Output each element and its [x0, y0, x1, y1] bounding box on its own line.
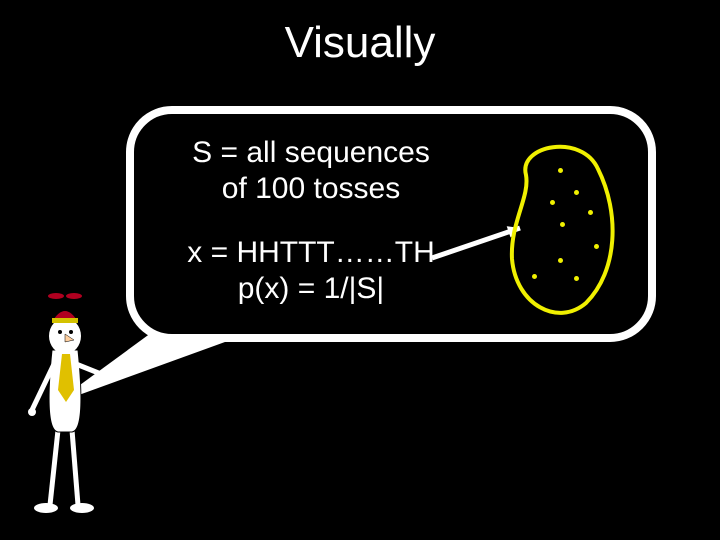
character-icon [18, 280, 118, 520]
set-point [560, 222, 565, 227]
set-point [574, 276, 579, 281]
set-point [588, 210, 593, 215]
set-point [574, 190, 579, 195]
slide: Visually S = all sequences of 100 tosses… [0, 0, 720, 540]
speech-bubble: S = all sequences of 100 tosses x = HHTT… [126, 106, 656, 342]
set-point [558, 168, 563, 173]
set-blob [134, 114, 720, 540]
set-point [558, 258, 563, 263]
set-point [532, 274, 537, 279]
set-point [550, 200, 555, 205]
set-point [594, 244, 599, 249]
